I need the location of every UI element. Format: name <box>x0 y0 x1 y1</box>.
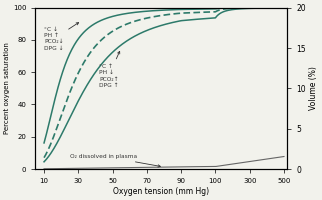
Y-axis label: Volume (%): Volume (%) <box>309 66 318 110</box>
Text: O₂ dissolved in plasma: O₂ dissolved in plasma <box>70 154 160 167</box>
Text: °C ↓
PH ↑
PCO₂↓
DPG ↓: °C ↓ PH ↑ PCO₂↓ DPG ↓ <box>44 23 79 51</box>
X-axis label: Oxygen tension (mm Hg): Oxygen tension (mm Hg) <box>113 187 210 196</box>
Y-axis label: Percent oxygen saturation: Percent oxygen saturation <box>4 42 10 134</box>
Text: °C ↑
PH ↓
PCO₂↑
DPG ↑: °C ↑ PH ↓ PCO₂↑ DPG ↑ <box>99 51 120 88</box>
